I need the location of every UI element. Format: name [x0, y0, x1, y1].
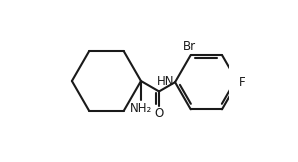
- Text: Br: Br: [183, 40, 196, 53]
- Text: HN: HN: [157, 75, 174, 88]
- Text: F: F: [239, 76, 246, 89]
- Text: NH₂: NH₂: [130, 102, 152, 115]
- Text: O: O: [154, 107, 164, 120]
